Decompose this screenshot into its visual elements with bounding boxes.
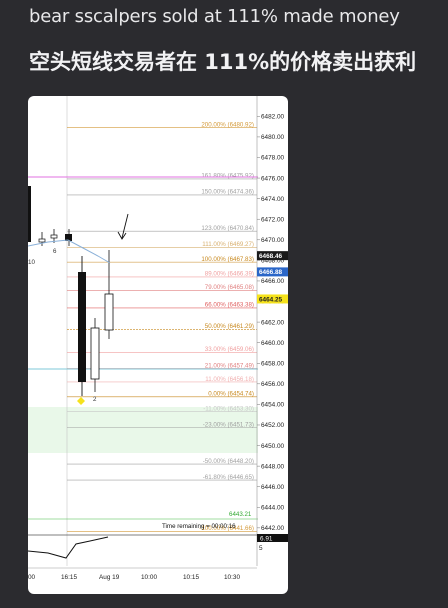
y-tick-label: 6460.00 (261, 340, 285, 347)
fib-level-label: 150.00% (6474.36) (201, 189, 254, 196)
fib-level-label: 33.00% (6459.06) (205, 346, 254, 353)
y-tick-label: 6448.00 (261, 463, 285, 470)
fib-level-label: 0.00% (6454.74) (208, 391, 254, 398)
y-tick-label: 6482.00 (261, 114, 285, 121)
fib-level-label: -11.00% (6453.30) (203, 405, 254, 412)
y-tick-label: 6470.00 (261, 237, 285, 244)
price-tag-label: 6466.88 (259, 269, 283, 276)
time-remaining-label: Time remaining = 00:00:16 (162, 523, 236, 530)
bar-label: 6 (53, 248, 57, 255)
candle-bull (90, 327, 100, 380)
fib-level-label: 11.00% (6456.18) (205, 376, 254, 383)
time-tick: 00 (28, 574, 36, 581)
fib-level-label: 50.00% (6461.29) (205, 323, 254, 330)
green-zone (28, 407, 258, 453)
arrow-annotation (121, 213, 129, 239)
fib-level-label: -23.00% (6451.73) (203, 422, 254, 429)
candle-doji (38, 238, 46, 243)
indicator-value: 6.91 (260, 536, 273, 543)
fibonacci-levels: 200.00% (6480.92) 161.80% (6475.92) 150.00… (67, 121, 257, 532)
price-tag-label: 6464.25 (259, 296, 283, 303)
moving-average-line (28, 239, 111, 264)
fib-level-label: 79.00% (6465.08) (205, 284, 254, 291)
indicator-line (28, 536, 109, 559)
fib-level-label: 21.00% (6457.49) (205, 362, 254, 369)
fib-level-label: -61.80% (6446.65) (203, 474, 254, 481)
y-tick-label: 6474.00 (261, 196, 285, 203)
fib-level-label: -100.00% (6441.66) (199, 525, 254, 532)
y-tick-label: 6458.00 (261, 360, 285, 367)
y-tick-label: 6462.00 (261, 319, 285, 326)
y-tick-label: 6478.00 (261, 155, 285, 162)
candle-bear-small (65, 234, 72, 241)
indicator-value-tag (257, 534, 288, 542)
caption-chinese: 空头短线交易者在 111%的价格卖出获利 (29, 50, 417, 74)
price-tag-label: 6468.46 (259, 253, 283, 260)
caption-english: bear sscalpers sold at 111% made money (29, 6, 400, 27)
y-tick-label: 6452.00 (261, 422, 285, 429)
bar-label: 10 (28, 259, 35, 266)
fib-level-label: 89.00% (6466.39) (205, 271, 254, 278)
y-tick-label: 6480.00 (261, 134, 285, 141)
y-tick-label: 6444.00 (261, 504, 285, 511)
fib-level-label: 200.00% (6480.92) (201, 121, 254, 128)
fib-level-label: 123.00% (6470.84) (201, 225, 254, 232)
time-tick: 16:15 (61, 574, 77, 581)
time-tick: 10:30 (224, 574, 240, 581)
green-level-label: 6443.21 (229, 511, 252, 518)
y-tick-label: 6446.00 (261, 484, 285, 491)
fib-level-label: -50.00% (6448.20) (203, 458, 254, 465)
price-chart[interactable]: 200.00% (6480.92) 161.80% (6475.92) 150.00… (28, 96, 288, 594)
y-tick-label: 6476.00 (261, 175, 285, 182)
time-tick: Aug 19 (99, 574, 120, 581)
price-tag (257, 294, 288, 304)
price-tag (257, 267, 288, 277)
y-tick-label: 6450.00 (261, 443, 285, 450)
candle-bear-large (78, 272, 86, 382)
chart-screenshot[interactable]: 200.00% (6480.92) 161.80% (6475.92) 150.00… (28, 96, 288, 594)
indicator-tick: 5 (259, 545, 263, 552)
fib-level-label: 111.00% (6469.27) (202, 241, 254, 248)
y-tick-label: 6468.00 (261, 258, 285, 265)
y-tick-label: 6454.00 (261, 402, 285, 409)
candle-left-partial (28, 186, 31, 242)
candle-bull (104, 293, 114, 331)
time-tick: 10:15 (183, 574, 199, 581)
y-tick-label: 6456.00 (261, 381, 285, 388)
bar-label: 2 (93, 396, 97, 403)
y-tick-label: 6442.00 (261, 525, 285, 532)
signal-diamond (77, 397, 85, 405)
y-axis: 6482.00 6480.00 6478.00 6476.00 6474.00 6472.… (257, 114, 285, 532)
y-tick-label: 6466.00 (261, 278, 285, 285)
time-tick: 10:00 (141, 574, 157, 581)
fib-level-label: 66.00% (6463.38) (205, 302, 254, 309)
fib-level-label: 100.00% (6467.83) (201, 256, 254, 263)
price-tags: 6468.46 6466.88 6464.25 (257, 251, 288, 304)
price-tag (257, 251, 288, 261)
y-tick-label: 6472.00 (261, 216, 285, 223)
fib-level-label: 161.80% (6475.92) (201, 173, 254, 180)
arrow-head (117, 231, 127, 240)
candle-doji (50, 234, 58, 239)
